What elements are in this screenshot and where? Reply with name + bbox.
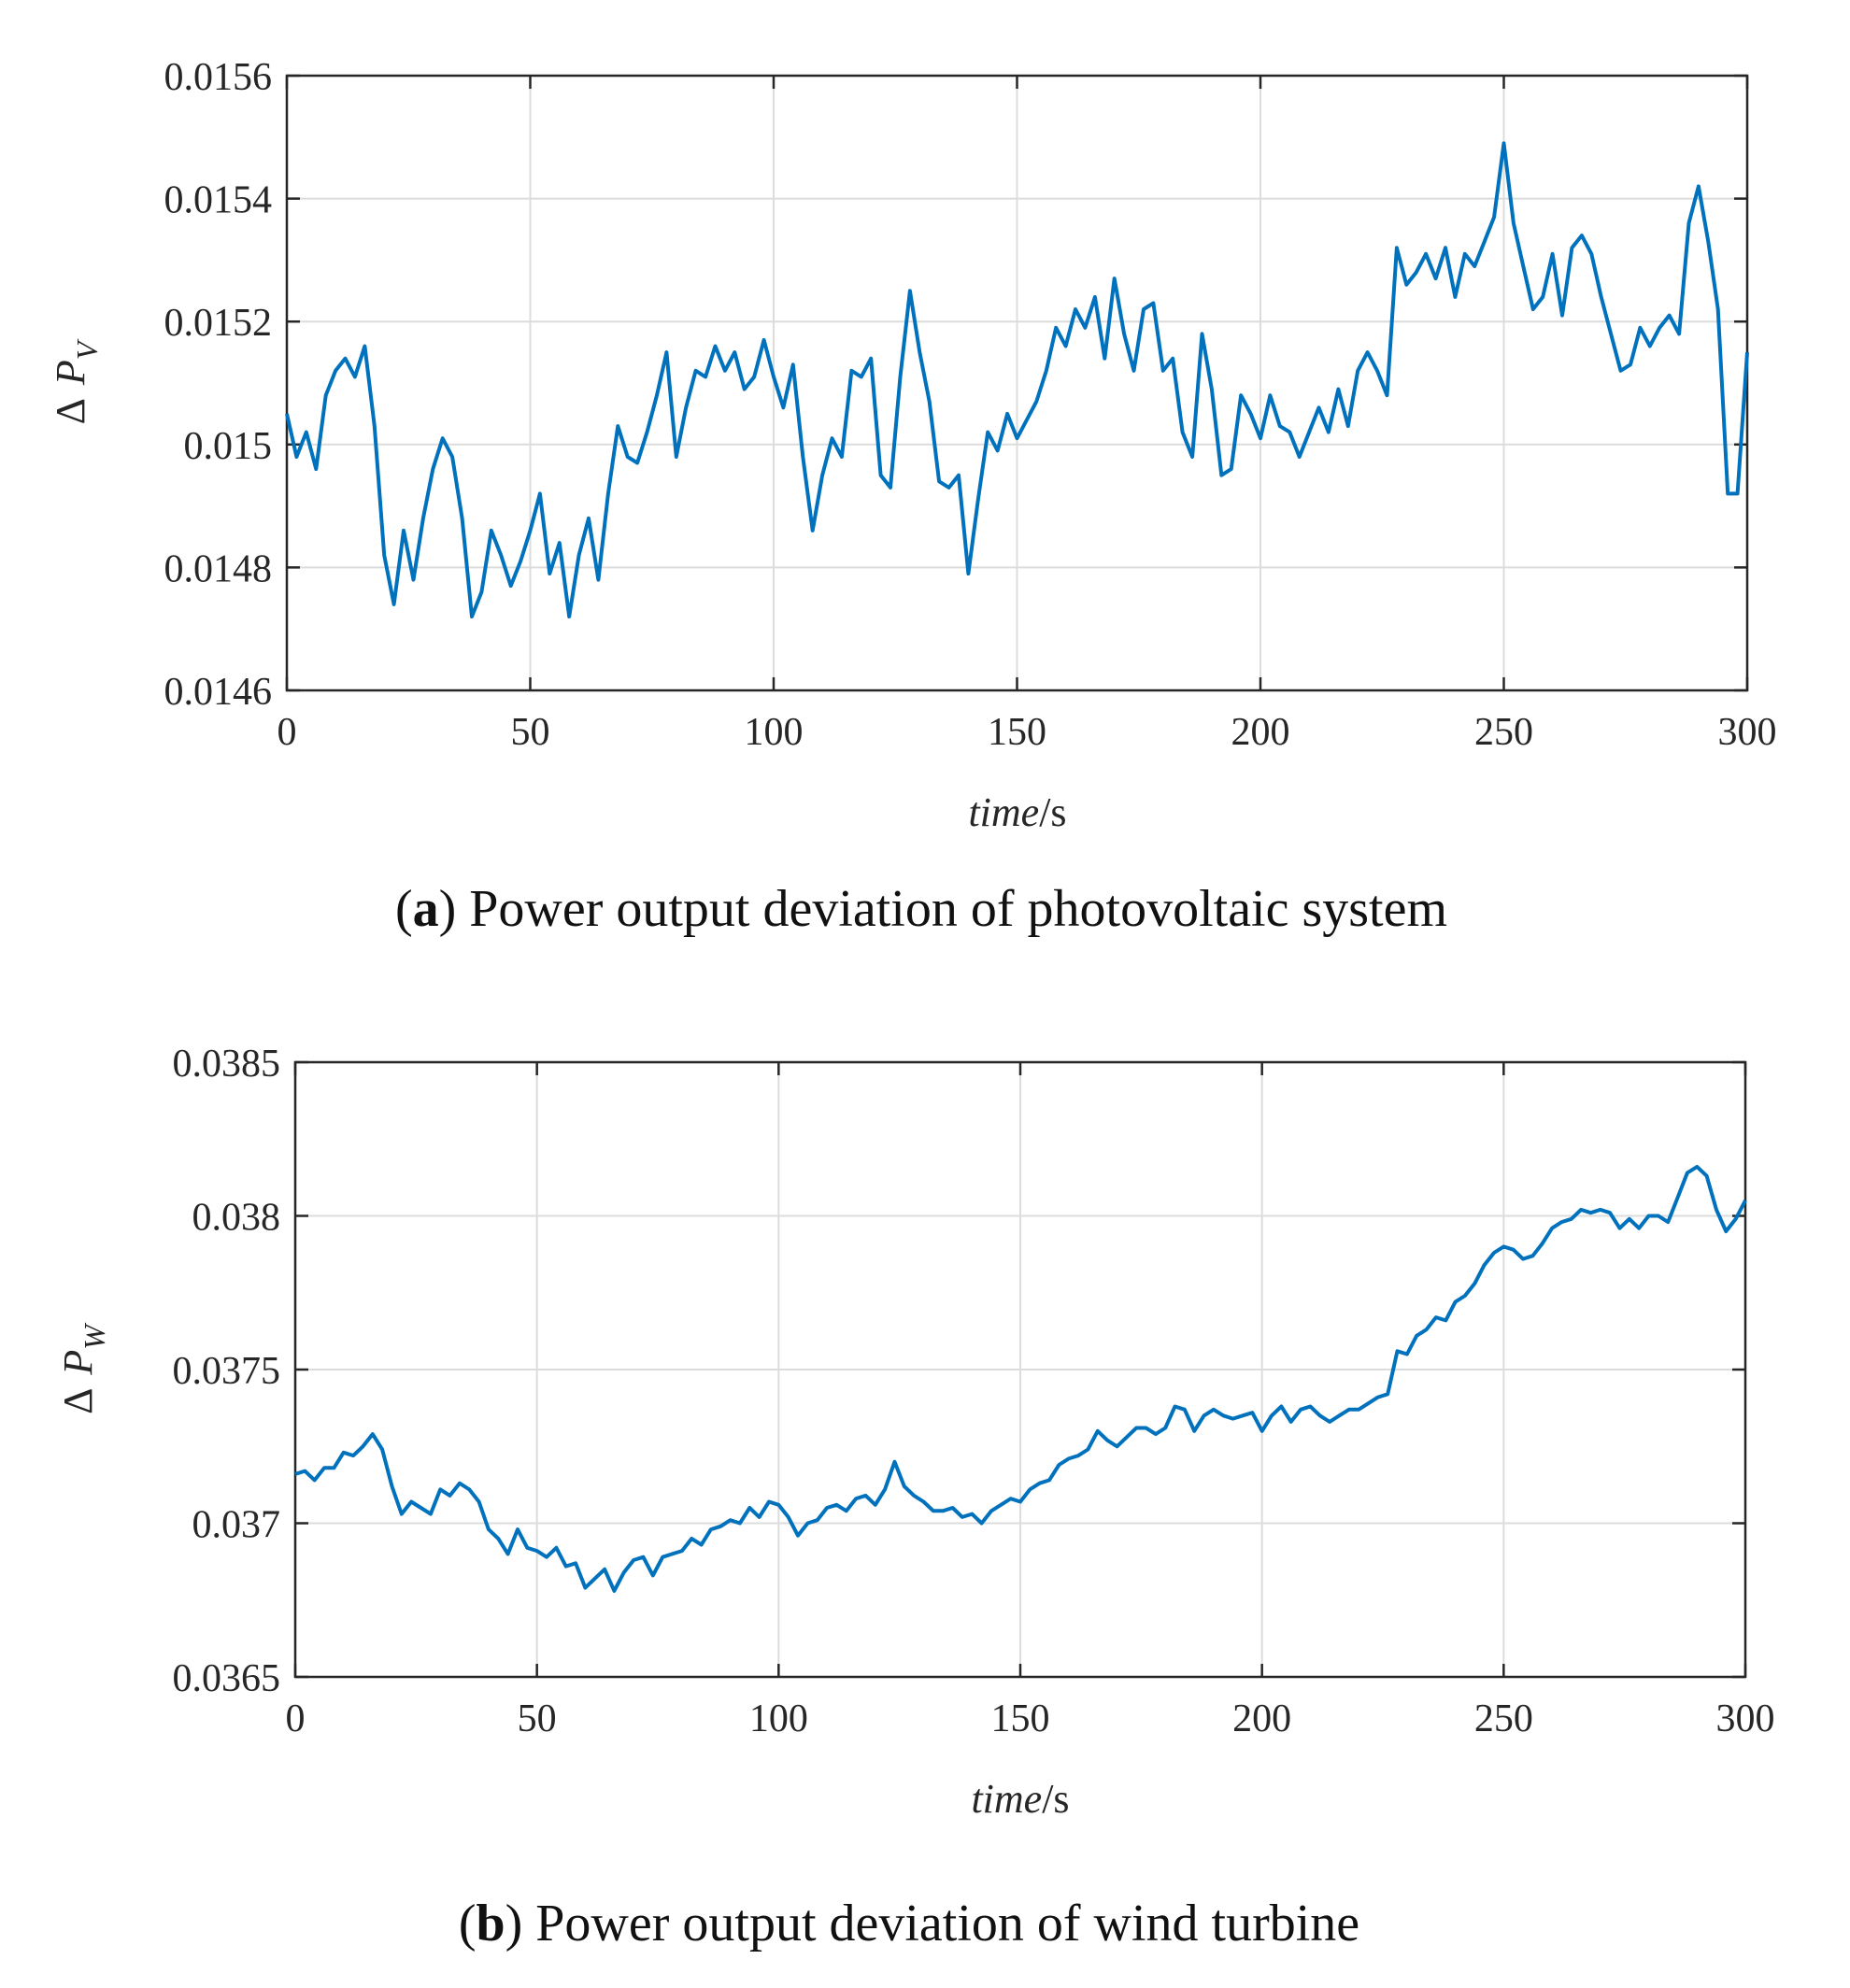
y-axis-label-a-delta: Δ [48, 398, 93, 424]
x-tick-label: 50 [511, 711, 550, 754]
x-tick-label: 100 [745, 711, 804, 754]
y-axis-label-b-symbol: P [55, 1350, 101, 1376]
y-tick-labels-b: 0.0365 0.037 0.0375 0.038 0.0385 [173, 1043, 281, 1700]
x-tick-label: 100 [749, 1697, 808, 1740]
caption-b-letter: b [476, 1895, 505, 1952]
x-tick-label: 150 [988, 711, 1046, 754]
x-axis-label-a-italic: time [968, 789, 1039, 835]
y-axis-label-b: ΔPW [55, 1322, 111, 1414]
y-tick-label: 0.0365 [173, 1657, 281, 1700]
panel-a: 0 50 100 150 200 250 300 0.01460.01480.0150.01… [48, 56, 1777, 938]
x-axis-label-a-unit: /s [1039, 789, 1066, 835]
caption-a: (a) Power output deviation of photovolta… [395, 880, 1447, 938]
x-tick-label: 0 [286, 1697, 306, 1740]
caption-b-text: ) Power output deviation of wind turbine [505, 1895, 1360, 1952]
wind-deviation-line [294, 1164, 1747, 1593]
x-tick-labels-b: 0 50 100 150 200 250 300 [286, 1697, 1775, 1740]
y-axis-label-b-delta: Δ [55, 1388, 101, 1414]
y-tick-label: 0.015 [184, 425, 273, 468]
caption-a-letter: a [413, 880, 439, 938]
ticks-a [285, 74, 1749, 692]
y-tick-label: 0.038 [192, 1197, 281, 1240]
x-tick-label: 250 [1474, 1697, 1533, 1740]
ticks-b [293, 1060, 1747, 1679]
x-axis-label-b-unit: /s [1042, 1776, 1069, 1822]
y-tick-label: 0.0154 [164, 179, 273, 222]
caption-a-text: ) Power output deviation of photovoltaic… [439, 880, 1447, 938]
grid-a [286, 75, 1748, 691]
x-tick-label: 250 [1474, 711, 1533, 754]
y-axis-label-b-subscript: W [78, 1322, 111, 1350]
x-tick-labels-a: 0 50 100 150 200 250 300 [278, 711, 1777, 754]
x-tick-label: 300 [1718, 711, 1777, 754]
y-tick-label: 0.0148 [164, 547, 273, 590]
y-axis-label-a: ΔPV [48, 338, 104, 424]
panel-b: 0 50 100 150 200 250 300 0.03650.0370.03750.03… [55, 1043, 1775, 1952]
grid-b [294, 1061, 1746, 1678]
y-tick-label: 0.0156 [164, 56, 273, 99]
y-tick-label: 0.0152 [164, 302, 273, 345]
pv-deviation-line [285, 141, 1749, 618]
x-tick-label: 0 [278, 711, 297, 754]
x-tick-label: 50 [518, 1697, 557, 1740]
y-tick-label: 0.0146 [164, 671, 273, 714]
x-tick-label: 150 [991, 1697, 1050, 1740]
x-tick-label: 200 [1232, 1697, 1291, 1740]
x-tick-label: 200 [1231, 711, 1290, 754]
x-axis-label-a: time/s [968, 789, 1066, 835]
y-tick-label: 0.0385 [173, 1043, 281, 1086]
x-axis-label-b-italic: time [971, 1776, 1042, 1822]
y-tick-label: 0.0375 [173, 1350, 281, 1393]
y-axis-label-a-subscript: V [70, 338, 104, 360]
x-tick-label: 300 [1716, 1697, 1775, 1740]
y-tick-labels-a: 0.0146 0.0148 0.015 0.0152 0.0154 0.0156 [164, 56, 273, 714]
y-axis-label-a-symbol: P [48, 360, 93, 386]
y-tick-label: 0.037 [192, 1504, 281, 1547]
caption-b: (b) Power output deviation of wind turbi… [459, 1895, 1359, 1952]
x-axis-label-b: time/s [971, 1776, 1069, 1822]
